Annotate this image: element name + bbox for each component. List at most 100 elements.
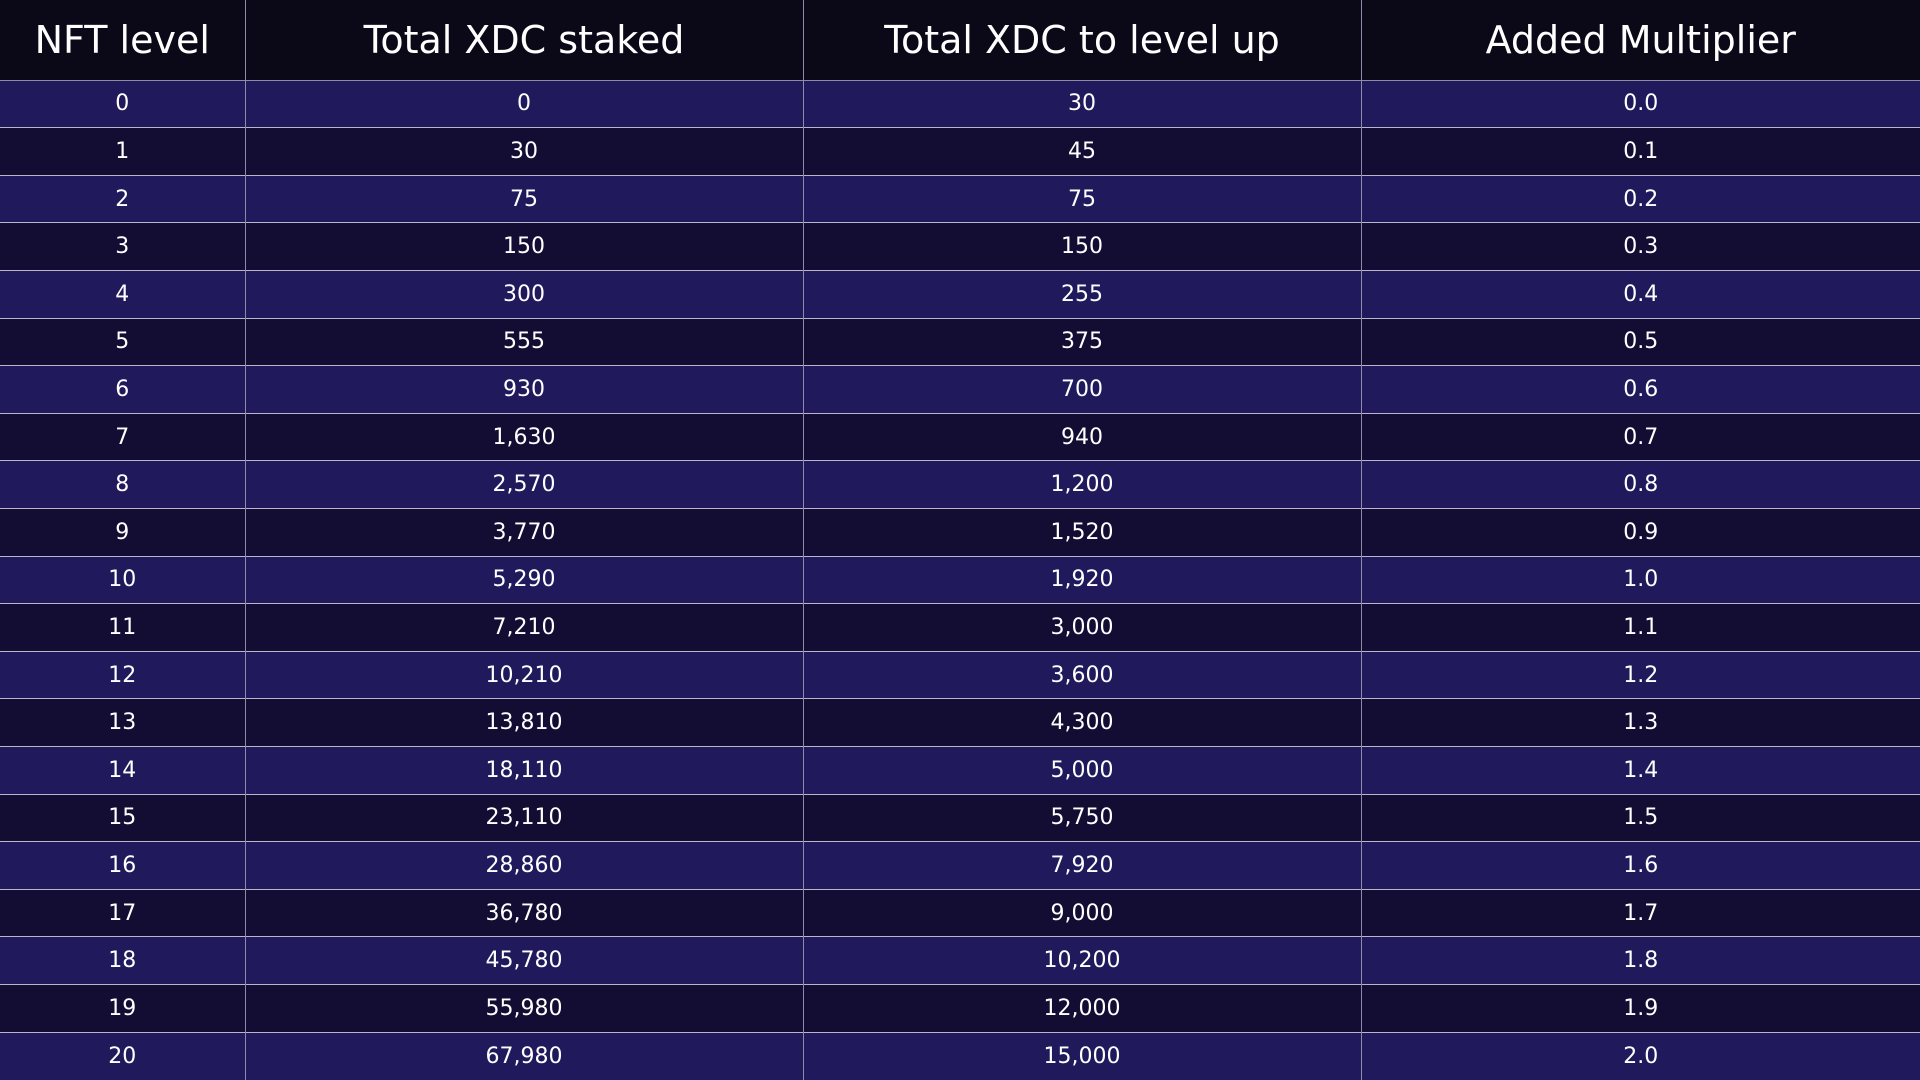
level-up-cost-cell: 150: [803, 222, 1362, 271]
table-row: 11 7,210 3,000 1.1: [0, 603, 1920, 652]
total-staked-cell: 5,290: [245, 556, 804, 604]
level-up-cost-cell: 30: [803, 80, 1362, 128]
table-row: 10 5,290 1,920 1.0: [0, 556, 1920, 604]
multiplier-cell: 1.8: [1623, 948, 1659, 974]
table-row: 3 150 150 0.3: [0, 222, 1920, 271]
table-row: 6 930 700 0.6: [0, 365, 1920, 414]
nft-level-cell: 13: [0, 698, 246, 747]
nft-level-cell: 10: [0, 556, 246, 604]
total-staked-cell: 30: [245, 127, 804, 176]
total-staked-cell: 2,570: [245, 460, 804, 509]
nft-level-cell: 11: [0, 603, 246, 652]
total-staked-cell: 23,110: [245, 794, 804, 842]
table-row: 12 10,210 3,600 1.2: [0, 651, 1920, 699]
table-body: 0 0 30 0.0 1 30 45 0.1 2 75 75 0.2 3 150 150 0.3 4 300 255…: [0, 80, 1920, 1080]
table-row: 0 0 30 0.0: [0, 80, 1920, 128]
nft-level-cell: 18: [0, 936, 246, 985]
table-row: 2 75 75 0.2: [0, 175, 1920, 223]
level-up-cost-cell: 3,000: [803, 603, 1362, 652]
multiplier-cell: 1.1: [1623, 615, 1659, 640]
total-staked-cell: 67,980: [245, 1032, 804, 1080]
multiplier-cell: 1.3: [1623, 710, 1659, 736]
header-nft-level: NFT level: [0, 0, 246, 81]
nft-level-cell: 15: [0, 794, 246, 842]
total-staked-cell: 3,770: [245, 508, 804, 557]
total-staked-cell: 55,980: [245, 984, 804, 1033]
total-staked-cell: 1,630: [245, 413, 804, 461]
multiplier-cell: 0.8: [1623, 472, 1659, 498]
level-up-cost-cell: 5,750: [803, 794, 1362, 842]
table-row: 16 28,860 7,920 1.6: [0, 841, 1920, 890]
header-added-multiplier: Added Multiplier: [1361, 0, 1920, 81]
level-up-cost-cell: 940: [803, 413, 1362, 461]
multiplier-cell: 1.2: [1623, 662, 1659, 688]
header-total-xdc-staked: Total XDC staked: [245, 0, 804, 81]
multiplier-cell: 0.5: [1623, 329, 1659, 355]
table-row: 19 55,980 12,000 1.9: [0, 984, 1920, 1033]
table-row: 20 67,980 15,000 2.0: [0, 1032, 1920, 1080]
multiplier-cell: 0.1: [1623, 138, 1659, 164]
multiplier-cell: 0.7: [1623, 424, 1659, 450]
header-total-xdc-to-level-up: Total XDC to level up: [803, 0, 1362, 81]
multiplier-cell: 0.6: [1623, 376, 1659, 402]
nft-level-cell: 12: [0, 651, 246, 699]
table-header: NFT level Total XDC staked Total XDC to …: [0, 0, 1920, 81]
multiplier-cell: 0.9: [1623, 519, 1659, 545]
level-up-cost-cell: 255: [803, 270, 1362, 319]
total-staked-cell: 0: [245, 80, 804, 128]
total-staked-cell: 18,110: [245, 746, 804, 795]
level-up-cost-cell: 4,300: [803, 698, 1362, 747]
nft-level-cell: 0: [0, 80, 246, 128]
multiplier-cell: 2.0: [1623, 1043, 1659, 1069]
total-staked-cell: 45,780: [245, 936, 804, 985]
total-staked-cell: 300: [245, 270, 804, 319]
level-up-cost-cell: 9,000: [803, 889, 1362, 937]
level-up-cost-cell: 15,000: [803, 1032, 1362, 1080]
multiplier-cell: 1.0: [1623, 567, 1659, 593]
level-up-cost-cell: 12,000: [803, 984, 1362, 1033]
multiplier-cell: 0.4: [1623, 281, 1659, 307]
level-up-cost-cell: 375: [803, 318, 1362, 366]
multiplier-cell: 0.3: [1623, 234, 1659, 260]
nft-level-cell: 16: [0, 841, 246, 890]
total-staked-cell: 10,210: [245, 651, 804, 699]
table-row: 18 45,780 10,200 1.8: [0, 936, 1920, 985]
nft-level-cell: 5: [0, 318, 246, 366]
nft-level-cell: 1: [0, 127, 246, 176]
level-up-cost-cell: 700: [803, 365, 1362, 414]
total-staked-cell: 75: [245, 175, 804, 223]
multiplier-cell: 1.4: [1623, 757, 1659, 783]
nft-level-cell: 9: [0, 508, 246, 557]
table-row: 14 18,110 5,000 1.4: [0, 746, 1920, 795]
level-up-cost-cell: 10,200: [803, 936, 1362, 985]
multiplier-cell: 0.0: [1623, 91, 1659, 117]
table-row: 9 3,770 1,520 0.9: [0, 508, 1920, 557]
table-row: 1 30 45 0.1: [0, 127, 1920, 176]
level-up-cost-cell: 5,000: [803, 746, 1362, 795]
level-up-cost-cell: 7,920: [803, 841, 1362, 890]
total-staked-cell: 7,210: [245, 603, 804, 652]
nft-level-cell: 17: [0, 889, 246, 937]
header-row: NFT level Total XDC staked Total XDC to …: [0, 0, 1920, 81]
total-staked-cell: 150: [245, 222, 804, 271]
nft-level-cell: 2: [0, 175, 246, 223]
level-up-cost-cell: 75: [803, 175, 1362, 223]
table-row: 8 2,570 1,200 0.8: [0, 460, 1920, 509]
nft-level-cell: 20: [0, 1032, 246, 1080]
multiplier-cell: 1.7: [1623, 900, 1659, 926]
nft-level-cell: 7: [0, 413, 246, 461]
nft-level-cell: 3: [0, 222, 246, 271]
nft-level-cell: 4: [0, 270, 246, 319]
total-staked-cell: 28,860: [245, 841, 804, 890]
level-up-cost-cell: 1,200: [803, 460, 1362, 509]
nft-level-cell: 8: [0, 460, 246, 509]
total-staked-cell: 36,780: [245, 889, 804, 937]
table-row: 4 300 255 0.4: [0, 270, 1920, 319]
table-row: 17 36,780 9,000 1.7: [0, 889, 1920, 937]
level-up-cost-cell: 3,600: [803, 651, 1362, 699]
multiplier-cell: 1.6: [1623, 853, 1659, 879]
table-row: 13 13,810 4,300 1.3: [0, 698, 1920, 747]
nft-level-cell: 6: [0, 365, 246, 414]
total-staked-cell: 13,810: [245, 698, 804, 747]
nft-level-cell: 14: [0, 746, 246, 795]
